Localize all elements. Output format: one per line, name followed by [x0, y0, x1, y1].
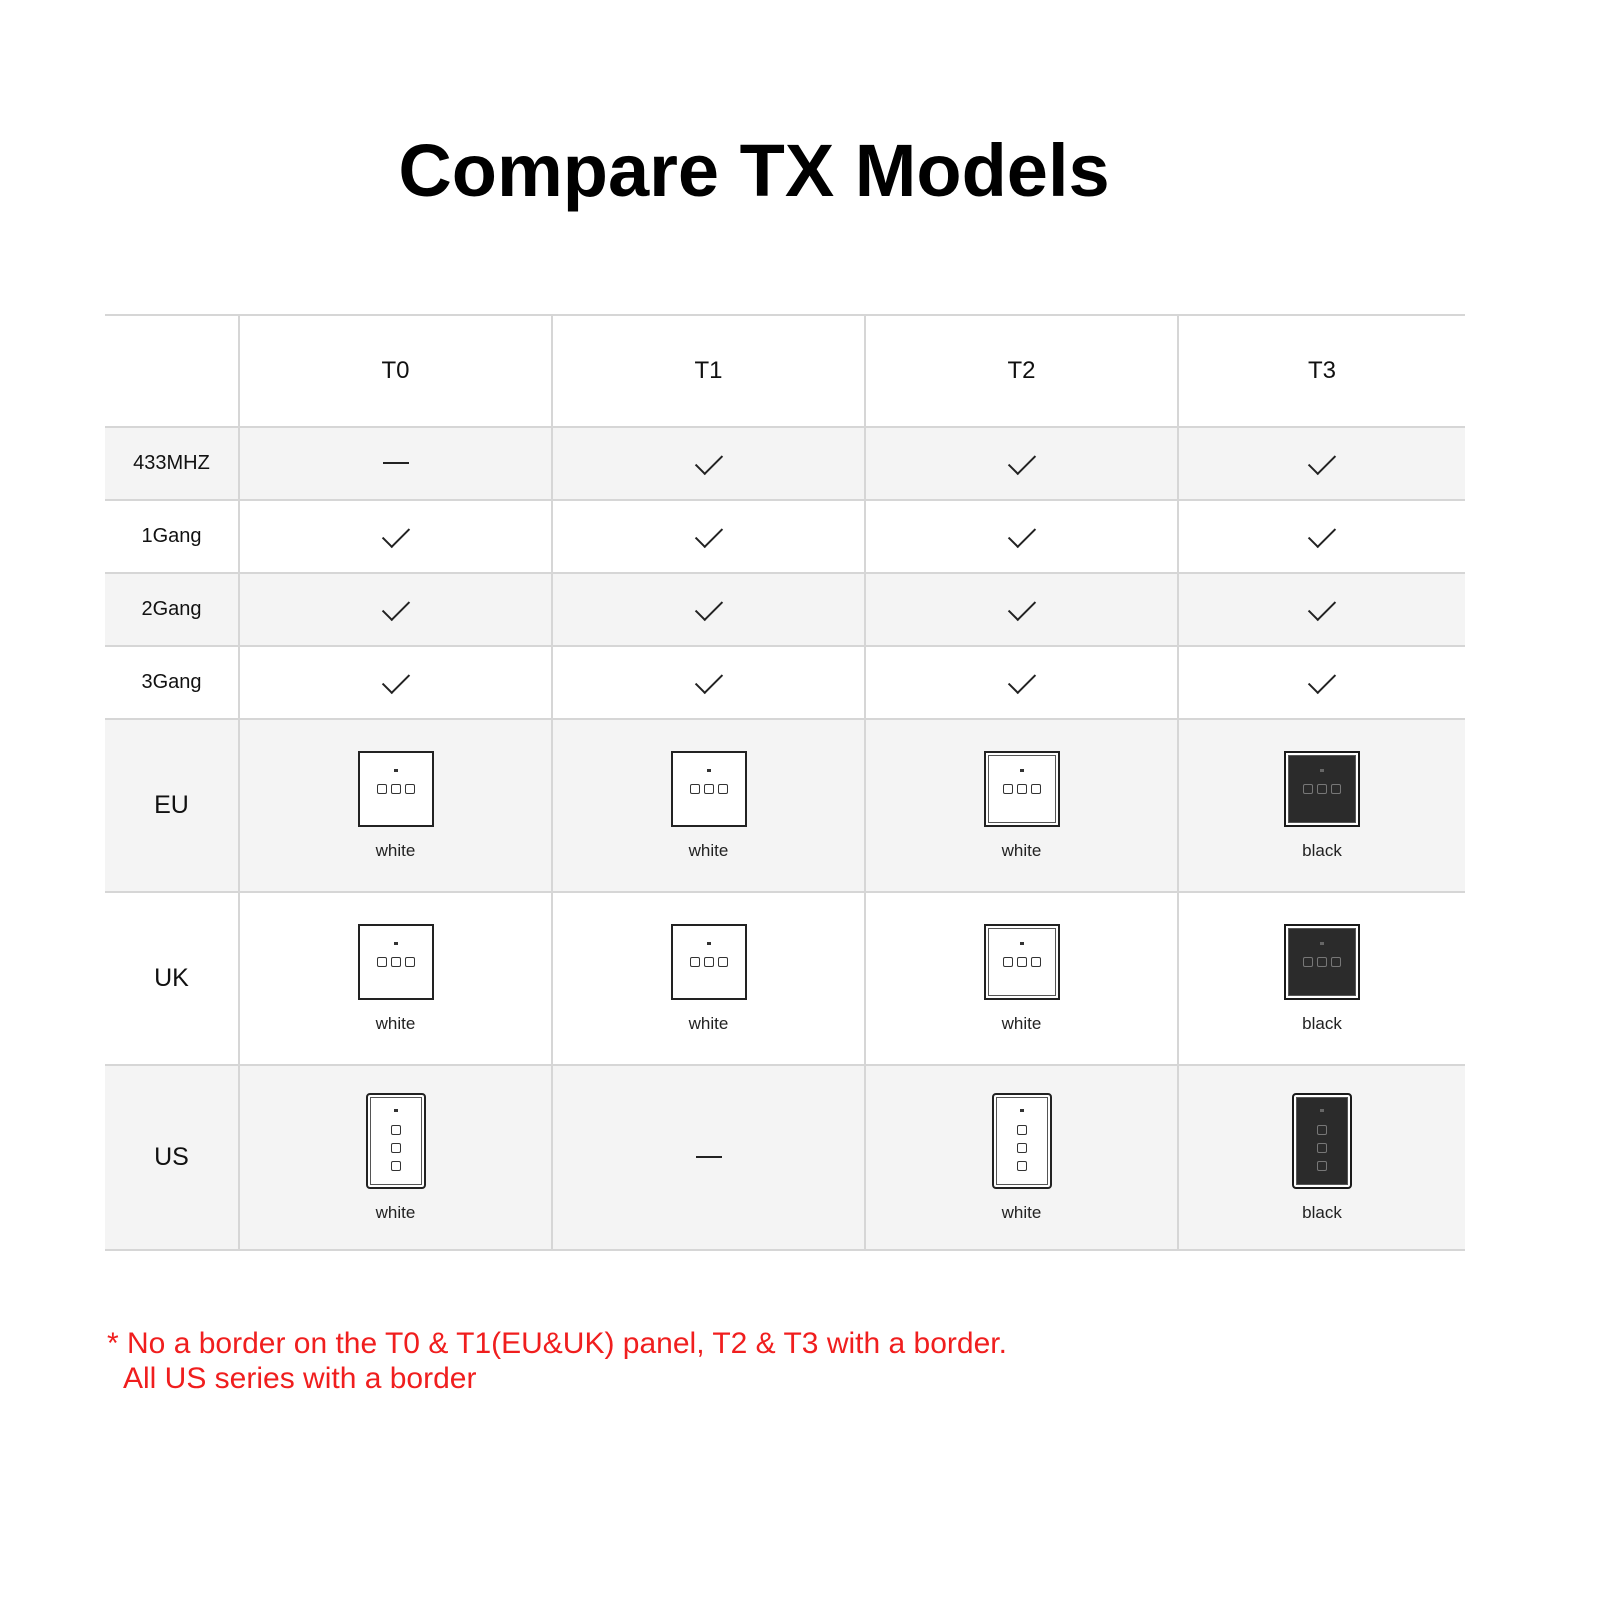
wifi-led-icon: [393, 941, 398, 945]
color-label: white: [688, 840, 729, 860]
feature-label: 3Gang: [105, 645, 239, 720]
color-label: white: [1001, 1013, 1042, 1033]
check-icon: [1307, 665, 1337, 694]
table-row: UK white white white black: [105, 891, 1465, 1066]
column-header-t0: T0: [238, 314, 552, 428]
check-icon: [694, 519, 723, 548]
wifi-led-icon: [1019, 1108, 1024, 1112]
color-label: black: [1302, 1202, 1342, 1222]
table-row: 433MHZ: [105, 426, 1465, 501]
color-label: white: [375, 840, 416, 860]
header-row: T0 T1 T2 T3: [105, 314, 1465, 428]
comparison-table: T0 T1 T2 T3 433MHZ 1Gang 2Gang 3Gang EU white whit…: [105, 314, 1465, 1251]
table-row: US white white black: [105, 1064, 1465, 1251]
color-label: black: [1302, 840, 1342, 860]
wifi-led-icon: [1019, 941, 1024, 945]
switch-panel-image: [1292, 1092, 1352, 1189]
check-icon: [1007, 665, 1036, 694]
table-row: 1Gang: [105, 499, 1465, 574]
wifi-led-icon: [1320, 768, 1324, 772]
switch-panel-image: [983, 923, 1060, 1000]
check-icon: [1007, 592, 1036, 621]
column-header-t1: T1: [551, 314, 865, 428]
column-header-t2: T2: [864, 314, 1178, 428]
check-icon: [1007, 446, 1036, 475]
switch-panel-image: [670, 923, 747, 1000]
region-label: US: [105, 1064, 239, 1251]
check-icon: [694, 446, 723, 475]
color-label: white: [375, 1013, 416, 1033]
color-label: white: [688, 1013, 729, 1033]
color-label: black: [1302, 1013, 1342, 1033]
feature-label: 1Gang: [105, 499, 239, 574]
table-row: 2Gang: [105, 572, 1465, 647]
check-icon: [381, 665, 410, 694]
color-label: white: [1001, 840, 1042, 860]
region-label: UK: [105, 891, 239, 1066]
switch-panel-image: [357, 923, 434, 1000]
switch-panel-image: [1284, 923, 1360, 1000]
switch-panel-image: [357, 750, 434, 827]
wifi-led-icon: [393, 1108, 398, 1112]
footnote-line-1: * No a border on the T0 & T1(EU&UK) pane…: [107, 1327, 1007, 1360]
switch-panel-image: [365, 1092, 426, 1189]
check-icon: [1307, 592, 1337, 621]
wifi-led-icon: [1320, 1108, 1324, 1112]
switch-panel-image: [983, 750, 1060, 827]
switch-panel-image: [991, 1092, 1052, 1189]
color-label: white: [375, 1202, 416, 1222]
footnote-line-2: All US series with a border: [123, 1362, 477, 1395]
wifi-led-icon: [706, 941, 711, 945]
check-icon: [694, 592, 723, 621]
check-icon: [1307, 519, 1337, 548]
feature-label: 433MHZ: [105, 426, 239, 501]
table-row: 3Gang: [105, 645, 1465, 720]
dash-icon: [695, 1156, 722, 1159]
wifi-led-icon: [706, 768, 711, 772]
check-icon: [694, 665, 723, 694]
check-icon: [1307, 446, 1337, 475]
page-title: Compare TX Models: [398, 129, 1110, 212]
wifi-led-icon: [1320, 941, 1324, 945]
switch-panel-image: [1284, 750, 1360, 827]
check-icon: [1007, 519, 1036, 548]
check-icon: [381, 519, 410, 548]
color-label: white: [1001, 1202, 1042, 1222]
wifi-led-icon: [393, 768, 398, 772]
feature-label: 2Gang: [105, 572, 239, 647]
footnote: * No a border on the T0 & T1(EU&UK) pane…: [107, 1326, 1007, 1396]
dash-icon: [382, 462, 409, 465]
column-header-t3: T3: [1177, 314, 1465, 428]
check-icon: [381, 592, 410, 621]
switch-panel-image: [670, 750, 747, 827]
region-label: EU: [105, 718, 239, 893]
table-row: EU white white white black: [105, 718, 1465, 893]
wifi-led-icon: [1019, 768, 1024, 772]
